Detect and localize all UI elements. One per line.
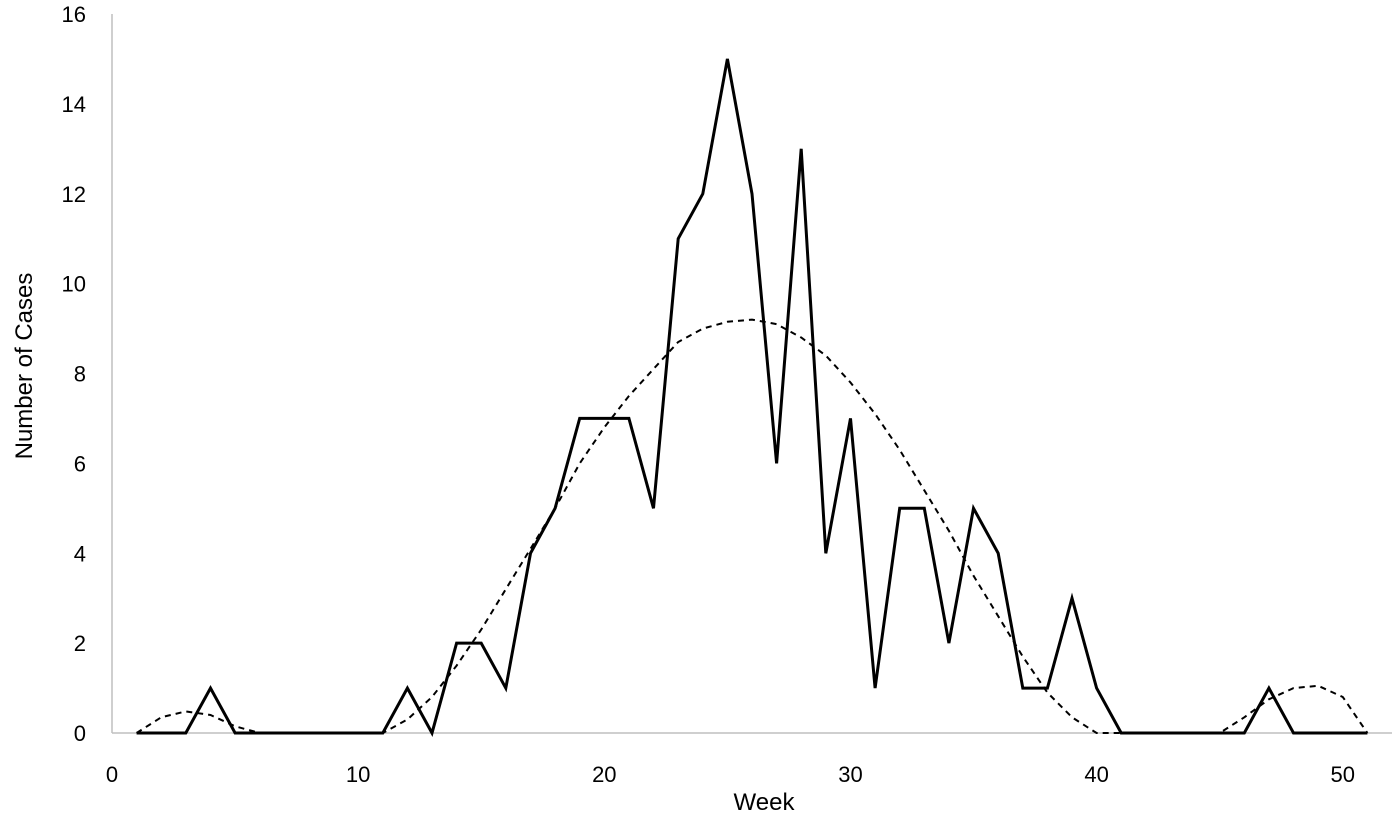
y-axis-ticks: 0 2 4 6 8 10 12 14 16 <box>62 2 86 746</box>
x-tick-label: 50 <box>1331 762 1355 787</box>
x-axis-title: Week <box>734 789 796 815</box>
x-tick-label: 20 <box>592 762 616 787</box>
y-tick-label: 4 <box>74 541 86 566</box>
y-tick-label: 8 <box>74 362 86 387</box>
x-tick-label: 10 <box>346 762 370 787</box>
y-axis-title: Number of Cases <box>11 273 38 460</box>
y-tick-label: 10 <box>62 272 86 297</box>
y-tick-label: 2 <box>74 631 86 656</box>
y-tick-label: 16 <box>62 2 86 27</box>
trend-line-dashed <box>136 318 1369 734</box>
cases-line-solid <box>136 58 1368 737</box>
y-tick-label: 12 <box>62 182 86 207</box>
x-axis-ticks: 0 10 20 30 40 50 <box>106 762 1355 787</box>
x-tick-label: 0 <box>106 762 118 787</box>
series-group <box>136 58 1369 737</box>
y-tick-label: 14 <box>62 92 86 117</box>
x-tick-label: 40 <box>1084 762 1108 787</box>
x-tick-label: 30 <box>838 762 862 787</box>
y-tick-label: 6 <box>74 451 86 476</box>
y-tick-label: 0 <box>74 721 86 746</box>
